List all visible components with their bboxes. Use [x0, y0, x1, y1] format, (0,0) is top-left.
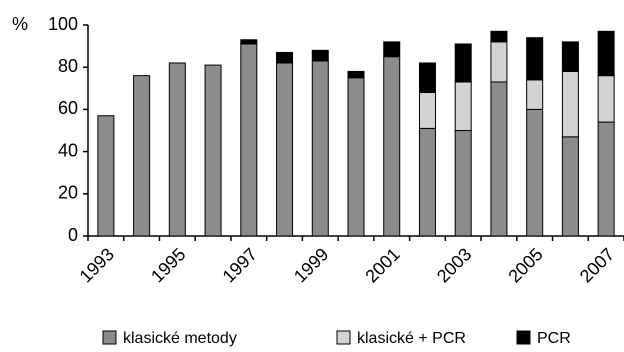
- bar-segment: [597, 30, 615, 77]
- bar-segment: [490, 30, 508, 43]
- bar-segment: [561, 70, 579, 138]
- bar-segment: [597, 121, 615, 237]
- x-tick-label: 2005: [504, 244, 546, 286]
- legend-label: PCR: [537, 330, 571, 347]
- bar-segment: [526, 79, 544, 110]
- bar-segment: [133, 75, 151, 237]
- bar-segment: [311, 49, 329, 62]
- x-tick-label: 1993: [76, 244, 118, 286]
- y-axis-label: %: [12, 14, 28, 34]
- legend-label: klasické + PCR: [357, 330, 466, 347]
- y-tick-label: 80: [58, 56, 78, 76]
- bar-segment: [454, 43, 472, 83]
- bar-segment: [418, 127, 436, 237]
- legend-label: klasické metody: [123, 330, 237, 347]
- x-tick-label: 1997: [219, 244, 261, 286]
- bar-segment: [311, 60, 329, 237]
- y-tick-label: 40: [58, 140, 78, 160]
- bar-segment: [418, 62, 436, 94]
- y-tick-label: 100: [48, 14, 78, 34]
- bar-segment: [276, 62, 294, 237]
- bar-segment: [454, 130, 472, 237]
- bar-segment: [347, 77, 365, 237]
- x-tick-label: 2007: [576, 244, 618, 286]
- y-tick-label: 0: [68, 225, 78, 245]
- bar-segment: [168, 62, 186, 237]
- y-tick-label: 20: [58, 183, 78, 203]
- bar-segment: [240, 39, 258, 45]
- bar-segment: [597, 75, 615, 123]
- bar-segment: [490, 41, 508, 83]
- bar-segment: [561, 136, 579, 237]
- bar-segment: [383, 41, 401, 58]
- bar-segment: [454, 81, 472, 131]
- bar-segment: [347, 70, 365, 79]
- bar-segment: [240, 43, 258, 237]
- bar-segment: [561, 41, 579, 72]
- x-tick-label: 1995: [147, 244, 189, 286]
- bar-segment: [97, 115, 115, 237]
- legend-swatch: [516, 330, 531, 345]
- legend-swatch: [102, 330, 117, 345]
- bar-segment: [383, 56, 401, 237]
- bar-segment: [526, 108, 544, 237]
- x-tick-label: 2001: [361, 244, 403, 286]
- x-tick-label: 1999: [290, 244, 332, 286]
- bar-segment: [204, 64, 222, 237]
- bar-segment: [418, 92, 436, 129]
- bar-segment: [490, 81, 508, 237]
- bar-segment: [526, 37, 544, 81]
- legend-swatch: [336, 330, 351, 345]
- y-tick-label: 60: [58, 98, 78, 118]
- bar-segment: [276, 51, 294, 64]
- x-tick-label: 2003: [433, 244, 475, 286]
